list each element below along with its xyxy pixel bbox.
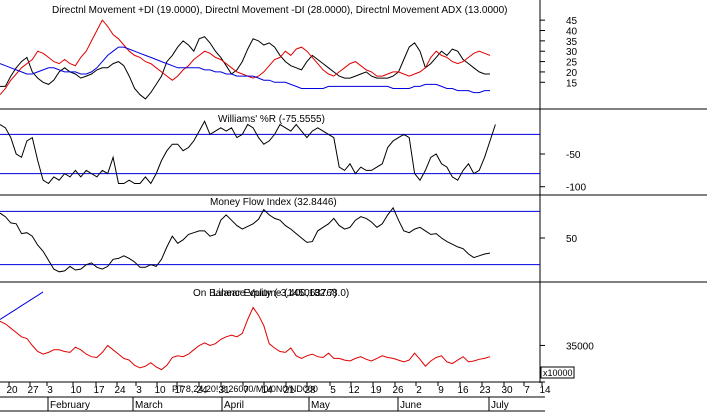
month-label-0: February [50,400,90,411]
month-label-1: March [135,400,163,411]
x-day-label-16: 12 [348,385,360,396]
panel-0-series-2-line [0,46,490,94]
x-day-label-5: 24 [114,385,126,396]
panel-0-ytick-label-4: 35 [566,37,578,48]
x-day-label-0: 20 [6,385,18,396]
x-day-label-11: 7 [243,385,249,396]
x-day-label-6: 3 [136,385,142,396]
x-day-label-8: 17 [174,385,186,396]
williams-title: Williams' %R (-75.5555) [218,114,325,125]
x-day-label-21: 16 [457,385,469,396]
axis-multiplier-label: x10000 [543,368,573,378]
dmi-title: Directnl Movement +DI (19.0000), Directn… [52,5,507,16]
panel-0-ytick-label-6: 45 [566,16,578,27]
x-day-label-7: 10 [154,385,166,396]
series-layer [0,19,540,371]
month-label-2: April [224,400,244,411]
x-day-label-15: 5 [330,385,336,396]
x-day-label-4: 17 [93,385,105,396]
panel-1-ytick-label-0: -50 [566,150,581,161]
x-day-label-3: 10 [70,385,82,396]
x-day-label-19: 2 [416,385,422,396]
x-day-label-9: 24 [196,385,208,396]
x-day-label-22: 23 [479,385,491,396]
x-day-label-25: 14 [539,385,551,396]
month-label-4: June [400,400,422,411]
panel-0-series-1-line [0,19,491,96]
panel-2-ytick-label-0: 50 [566,234,578,245]
ticker-overlay-text: PT 8,24,20!,8,26000/M0/0N0/ND000 [172,384,318,394]
x-day-label-10: 31 [218,385,230,396]
x-day-label-23: 30 [501,385,513,396]
x-day-label-13: 21 [283,385,295,396]
month-label-3: May [311,400,330,411]
x-day-label-17: 19 [370,385,382,396]
mfi-title: Money Flow Index (32.8446) [210,197,337,208]
x-day-label-1: 27 [27,385,39,396]
panel-0-ytick-label-0: 15 [566,78,578,89]
panel-1-series-0-line [0,120,496,185]
panel-2-series-0-line [0,206,491,273]
x-day-label-14: 28 [304,385,316,396]
month-label-5: July [491,400,509,411]
obv-title: On Balance Volume (145063768.0) [193,288,349,299]
panel-0-ytick-label-2: 25 [566,58,578,69]
panel-3-series-1-line [0,291,44,320]
panel-3-series-0-line [0,306,491,371]
x-day-label-20: 9 [438,385,444,396]
panel-0-ytick-label-5: 40 [566,27,578,38]
panel-0-ytick-label-3: 30 [566,47,578,58]
panel-1-ytick-label-1: -100 [566,183,586,194]
x-day-label-18: 26 [392,385,404,396]
linear-equity-title: Linear Equity (-3,400,182.7) [213,288,337,299]
panel-0-ytick-label-1: 20 [566,68,578,79]
axis-multiplier-box [540,366,575,379]
x-day-label-12: 14 [261,385,273,396]
panel-3-ytick-label-0: 35000 [566,341,594,352]
panel-0-series-0-line [0,36,490,100]
x-day-label-2: 3 [47,385,53,396]
x-day-label-24: 7 [524,385,530,396]
